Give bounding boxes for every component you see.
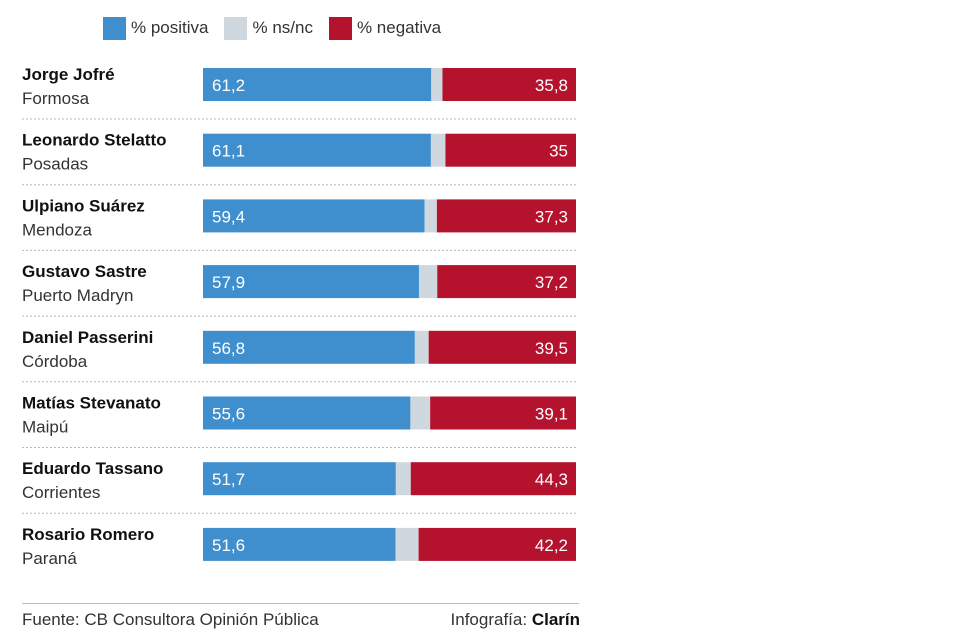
legend-item-1: % ns/nc	[224, 16, 313, 40]
row-name-label: Daniel Passerini	[22, 328, 153, 347]
value-label-negativa: 37,2	[535, 273, 568, 292]
bar-nsnc	[431, 68, 443, 101]
row-name-label: Matías Stevanato	[22, 394, 161, 413]
bar-negativa	[418, 527, 576, 561]
credit-prefix: Infografía:	[450, 610, 528, 629]
bar-negativa	[436, 199, 576, 233]
bar-negativa	[442, 68, 576, 101]
bar-positiva	[203, 330, 415, 364]
bar-negativa	[428, 330, 576, 364]
value-label-negativa: 42,2	[535, 536, 568, 555]
bar-nsnc	[395, 462, 411, 496]
row-city-label: Mendoza	[22, 220, 92, 239]
source-note: Fuente: CB Consultora Opinión Pública	[22, 610, 319, 629]
bar-positiva	[203, 68, 432, 101]
value-label-positiva: 51,7	[212, 470, 245, 489]
legend-item-0: % positiva	[103, 16, 209, 40]
value-label-positiva: 61,1	[212, 142, 245, 161]
bar-positiva	[203, 462, 396, 496]
bar-nsnc	[414, 330, 429, 364]
row-name-label: Gustavo Sastre	[22, 262, 147, 281]
bar-negativa	[445, 133, 576, 167]
row-city-label: Paraná	[22, 549, 77, 568]
bar-positiva	[203, 265, 419, 299]
legend-label: % negativa	[356, 18, 442, 37]
credit-brand: Clarín	[531, 610, 580, 629]
bar-nsnc	[395, 527, 419, 561]
chart-legend: % positiva % ns/nc % negativa	[103, 15, 457, 41]
value-label-negativa: 39,1	[535, 405, 568, 424]
value-label-negativa: 37,3	[535, 207, 568, 226]
bar-positiva	[203, 527, 396, 561]
value-label-positiva: 61,2	[212, 76, 245, 95]
legend-swatch	[328, 16, 352, 40]
legend-swatch	[224, 16, 248, 40]
row-city-label: Posadas	[22, 155, 88, 174]
legend-label: % ns/nc	[252, 18, 313, 37]
bar-negativa	[410, 462, 576, 496]
row-name-label: Leonardo Stelatto	[22, 131, 167, 150]
row-city-label: Corrientes	[22, 483, 100, 502]
credit-note: Infografía: Clarín	[451, 610, 580, 630]
bar-nsnc	[418, 265, 438, 299]
value-label-negativa: 35,8	[535, 76, 568, 95]
value-label-negativa: 39,5	[535, 339, 568, 358]
value-label-negativa: 44,3	[535, 470, 568, 489]
row-name-label: Ulpiano Suárez	[22, 196, 145, 215]
value-label-negativa: 35	[549, 142, 568, 161]
row-city-label: Córdoba	[22, 352, 88, 371]
bar-nsnc	[410, 396, 431, 430]
row-name-label: Jorge Jofré	[22, 65, 115, 84]
bar-nsnc	[424, 199, 437, 233]
value-label-positiva: 59,4	[212, 207, 245, 226]
legend-item-2: % negativa	[328, 16, 442, 40]
bar-nsnc	[430, 133, 446, 167]
footer-divider	[22, 603, 579, 604]
legend-label: % positiva	[131, 18, 209, 37]
row-city-label: Puerto Madryn	[22, 286, 134, 305]
legend-swatch	[103, 16, 126, 40]
bar-negativa	[437, 265, 576, 299]
bar-negativa	[430, 396, 576, 430]
value-label-positiva: 57,9	[212, 273, 245, 292]
row-city-label: Maipú	[22, 418, 68, 437]
bar-positiva	[203, 133, 431, 167]
value-label-positiva: 51,6	[212, 536, 245, 555]
row-name-label: Rosario Romero	[22, 525, 154, 544]
row-city-label: Formosa	[22, 89, 90, 108]
bar-positiva	[203, 396, 411, 430]
value-label-positiva: 55,6	[212, 405, 245, 424]
row-name-label: Eduardo Tassano	[22, 459, 163, 478]
value-label-positiva: 56,8	[212, 339, 245, 358]
bar-positiva	[203, 199, 425, 233]
